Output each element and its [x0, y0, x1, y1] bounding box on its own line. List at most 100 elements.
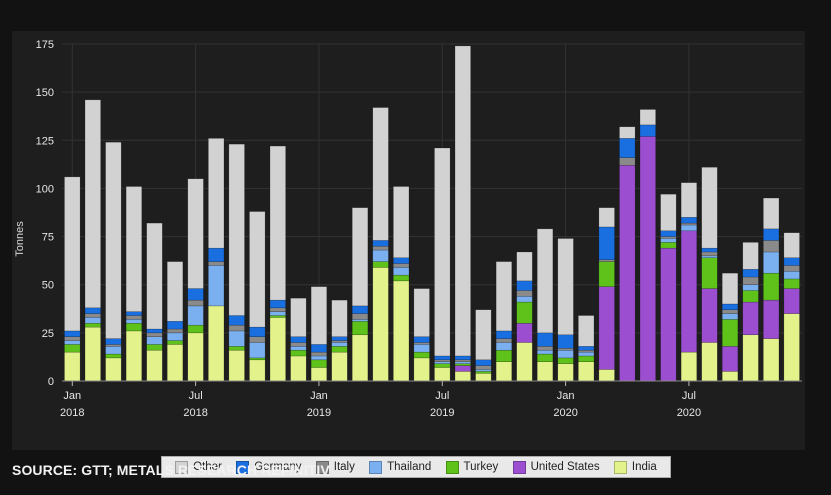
- bars: [64, 45, 800, 382]
- bar-segment-italy: [454, 359, 471, 362]
- bar-segment-india: [495, 361, 513, 382]
- bar-segment-india: [742, 334, 759, 382]
- legend-item-thailand: Thailand: [369, 460, 431, 474]
- bar-segment-turkey: [557, 357, 574, 364]
- bar-segment-turkey: [290, 349, 307, 357]
- bar-segment-thailand: [166, 332, 184, 341]
- bar-segment-germany: [742, 269, 759, 278]
- bar-segment-germany: [495, 330, 513, 339]
- bar-segment-italy: [351, 313, 369, 320]
- y-tick-label: 175: [36, 39, 54, 51]
- bar-segment-italy: [290, 342, 307, 347]
- bar-segment-india: [536, 361, 554, 382]
- bar-segment-germany: [619, 138, 636, 158]
- bar-segment-germany: [639, 124, 656, 137]
- bar-segment-india: [351, 334, 369, 382]
- bar-segment-india: [146, 349, 163, 382]
- bar-segment-thailand: [680, 224, 698, 232]
- legend-swatch: [315, 460, 329, 474]
- bar-segment-thailand: [290, 346, 307, 351]
- legend-swatch: [613, 460, 627, 474]
- bar-segment-thailand: [146, 336, 163, 345]
- x-tick-label-year: 2020: [553, 407, 577, 419]
- legend-swatch: [512, 460, 526, 474]
- y-tick-label: 50: [42, 280, 54, 292]
- bar-segment-turkey: [228, 346, 245, 351]
- bar-segment-thailand: [434, 361, 451, 364]
- bar-segment-united-states: [454, 365, 471, 372]
- bar-segment-india: [763, 338, 780, 382]
- bar-segment-other: [125, 186, 143, 312]
- axes: 0 25 50 75 100 125 150 175 Jan 2018 Jul 2018 Jan 2019…: [36, 39, 802, 419]
- bar-segment-thailand: [372, 249, 389, 262]
- x-tick-label-year: 2018: [60, 407, 84, 419]
- x-tick-label-month: Jul: [435, 390, 449, 402]
- bar-segment-united-states: [639, 136, 656, 382]
- bar-segment-germany: [228, 315, 245, 326]
- x-tick-label-month: Jul: [682, 390, 696, 402]
- y-tick-label: 0: [48, 376, 54, 388]
- bar-segment-other: [721, 272, 739, 305]
- bar-segment-turkey: [125, 322, 143, 332]
- bar-segment-thailand: [475, 369, 492, 372]
- bar-segment-turkey: [742, 290, 759, 303]
- legend-label: India: [631, 461, 657, 473]
- bar-segment-italy: [598, 259, 615, 262]
- bar-segment-other: [208, 138, 225, 249]
- bar-segment-germany: [249, 326, 266, 337]
- bar-segment-italy: [146, 332, 163, 337]
- bar-segment-india: [454, 371, 471, 382]
- bar-segment-other: [639, 109, 656, 126]
- bar-segment-germany: [783, 257, 800, 266]
- bar-segment-thailand: [721, 313, 739, 320]
- legend-swatch: [369, 460, 383, 474]
- bar-segment-other: [187, 178, 204, 289]
- bar-segment-india: [721, 371, 739, 382]
- bar-segment-other: [269, 145, 286, 301]
- bar-segment-india: [228, 349, 245, 382]
- bar-segment-italy: [125, 315, 143, 320]
- bar-segment-turkey: [434, 363, 451, 368]
- bar-segment-germany: [84, 307, 101, 314]
- legend-label: Germany: [254, 461, 302, 473]
- bar-segment-germany: [331, 336, 348, 341]
- bar-segment-other: [454, 45, 471, 357]
- bar-segment-thailand: [557, 349, 574, 359]
- bar-segment-italy: [249, 336, 266, 343]
- source-note: SOURCE: GTT; METALS RESEARCH REFINITIV: [12, 462, 330, 478]
- bar-segment-germany: [598, 226, 615, 260]
- bar-segment-turkey: [578, 355, 595, 362]
- bar-segment-india: [290, 355, 307, 382]
- bar-segment-united-states: [721, 346, 739, 372]
- bar-segment-india: [783, 313, 800, 382]
- bar-segment-other: [619, 126, 636, 139]
- bar-segment-india: [557, 363, 574, 382]
- x-tick-label-year: 2019: [430, 407, 454, 419]
- bar-segment-india: [598, 369, 615, 382]
- bar-segment-turkey: [269, 315, 286, 318]
- bar-segment-other: [372, 107, 389, 241]
- bar-segment-turkey: [393, 274, 410, 282]
- bar-segment-italy: [660, 236, 677, 239]
- bar-segment-italy: [536, 346, 554, 351]
- bar-segment-germany: [64, 330, 81, 337]
- bar-segment-other: [495, 261, 513, 332]
- bar-segment-italy: [310, 351, 328, 357]
- bar-segment-italy: [393, 263, 410, 268]
- bar-segment-thailand: [413, 344, 430, 353]
- legend-item-germany: Germany: [236, 460, 302, 474]
- bar-segment-turkey: [454, 363, 471, 366]
- legend-item-united-states: United States: [512, 460, 600, 474]
- bar-segment-germany: [680, 217, 698, 224]
- bar-segment-united-states: [783, 288, 800, 314]
- legend-item-india: India: [613, 460, 657, 474]
- bar-segment-turkey: [105, 353, 122, 359]
- bar-segment-other: [64, 176, 81, 332]
- bar-segment-turkey: [475, 371, 492, 374]
- bar-segment-united-states: [763, 299, 780, 339]
- bar-segment-germany: [536, 332, 554, 347]
- bar-segment-germany: [208, 247, 225, 262]
- bar-segment-italy: [208, 261, 225, 266]
- bar-segment-turkey: [495, 349, 513, 362]
- x-tick-label-month: Jan: [63, 390, 81, 402]
